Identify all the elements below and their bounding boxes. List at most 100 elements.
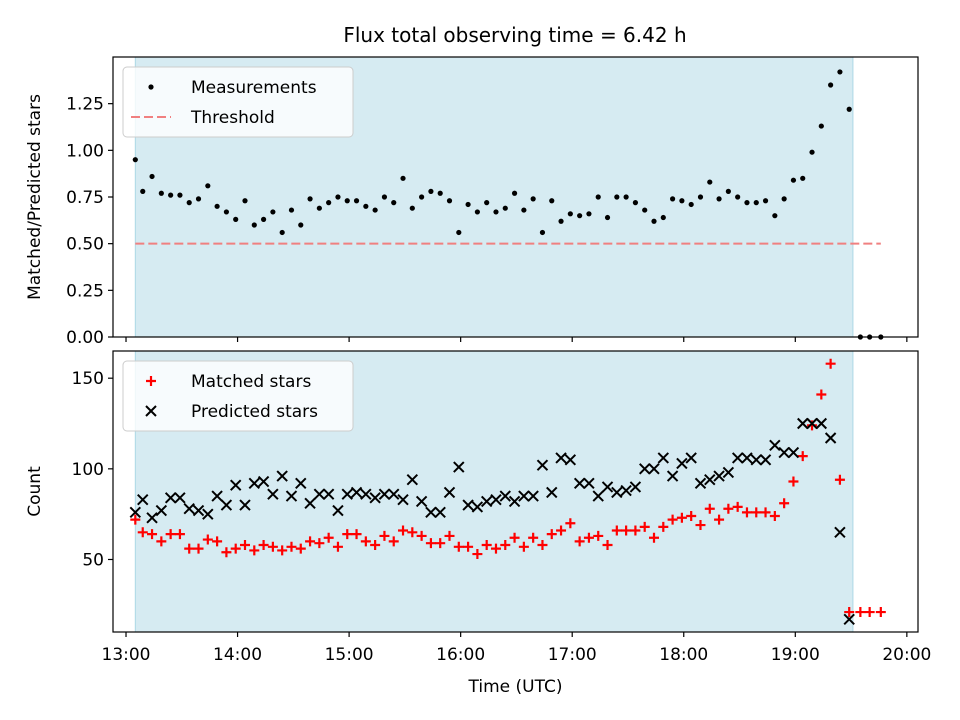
x-tick-label: 13:00 (102, 645, 151, 665)
predicted-star-point (657, 452, 670, 464)
x-tick-label: 20:00 (882, 645, 931, 665)
measurement-point (298, 222, 304, 228)
predicted-star-point (759, 454, 772, 466)
measurement-point (168, 192, 174, 198)
measurement-point (344, 198, 350, 204)
measurement-point (316, 205, 322, 211)
measurement-point (623, 194, 629, 200)
axes-frame (112, 350, 919, 633)
predicted-star-point (731, 452, 744, 464)
measurement-point (381, 194, 388, 200)
predicted-star-point (573, 477, 586, 490)
predicted-star-point (471, 501, 484, 513)
predicted-star-point (518, 490, 530, 502)
matched-star-point (165, 529, 176, 540)
measurement-point (772, 213, 778, 219)
predicted-star-point (685, 452, 697, 464)
measurement-point (456, 229, 462, 236)
predicted-star-point (220, 499, 233, 511)
measurement-point (270, 209, 276, 215)
predicted-star-point (834, 526, 846, 538)
matched-star-point (277, 545, 288, 556)
predicted-star-point (815, 417, 828, 430)
measurement-point (288, 207, 295, 213)
predicted-star-point (778, 446, 790, 459)
y-axis-label: Count (25, 466, 45, 517)
matched-star-point (174, 529, 185, 540)
matched-star-point (546, 529, 557, 540)
measurement-point (428, 188, 434, 194)
measurement-point (688, 201, 694, 208)
matched-star-point (351, 529, 362, 540)
matched-star-point (834, 474, 845, 485)
matched-star-point (788, 476, 799, 487)
predicted-star-point (639, 463, 651, 475)
predicted-star-point (499, 490, 511, 502)
matched-star-point (741, 507, 752, 518)
predicted-star-point (397, 493, 409, 506)
predicted-star-point (536, 459, 549, 471)
matched-star-point (732, 501, 743, 512)
predicted-star-point (769, 439, 781, 451)
x-tick-label: 16:00 (436, 645, 485, 665)
matched-star-point (314, 538, 325, 549)
matched-star-point (537, 539, 548, 550)
predicted-star-point (350, 486, 363, 499)
measurement-point (632, 200, 639, 206)
matched-star-point (156, 536, 167, 547)
matched-star-point (621, 525, 632, 536)
matched-star-point (444, 530, 455, 541)
matched-star-point (649, 532, 660, 543)
predicted-star-point (611, 486, 623, 499)
matched-star-point (286, 541, 297, 552)
predicted-star-point (406, 474, 419, 486)
matched-star-point (481, 539, 492, 550)
measurement-point (744, 200, 750, 206)
y-tick-label: 50 (82, 550, 104, 570)
matched-star-point (202, 534, 213, 545)
measurement-point (149, 173, 155, 180)
matched-star-point (676, 512, 687, 523)
matched-star-point (556, 525, 567, 536)
predicted-star-point (824, 432, 837, 444)
x-tick-label: 17:00 (548, 645, 597, 665)
matched-star-point (509, 532, 520, 543)
matched-star-point (602, 539, 613, 550)
predicted-star-point (229, 479, 242, 491)
measurement-point (800, 175, 806, 181)
matched-star-point (565, 518, 576, 529)
predicted-star-point (583, 477, 595, 490)
measurement-point (790, 177, 797, 183)
matched-star-point (407, 527, 418, 538)
matched-star-point (704, 503, 715, 514)
predicted-star-point (267, 488, 279, 500)
matched-star-point (221, 547, 232, 558)
measurement-point (233, 216, 239, 222)
matched-star-point (807, 420, 818, 431)
predicted-star-point (341, 488, 353, 500)
predicted-star-point (415, 495, 428, 508)
matched-star-point (416, 530, 427, 541)
predicted-star-point (750, 454, 762, 466)
measurement-point (660, 214, 666, 221)
matched-star-point (714, 514, 725, 525)
predicted-star-point (202, 508, 214, 520)
measurement-point (251, 222, 257, 228)
predicted-star-point (490, 493, 502, 506)
predicted-star-point (322, 488, 335, 500)
predicted-star-point (676, 457, 688, 470)
predicted-star-point (248, 477, 261, 490)
predicted-star-point (239, 499, 251, 511)
y-tick-label: 100 (72, 460, 104, 480)
matched-star-point (360, 536, 371, 547)
legend-label: Measurements (191, 78, 317, 98)
predicted-star-point (155, 504, 168, 517)
predicted-star-point (564, 454, 577, 466)
measurement-point (484, 200, 490, 206)
measurement-point (818, 123, 824, 129)
measurement-point (353, 198, 360, 204)
measurement-point (837, 69, 843, 75)
x-tick-label: 15:00 (325, 645, 374, 665)
measurement-point (223, 209, 230, 215)
measurement-point (846, 106, 852, 112)
